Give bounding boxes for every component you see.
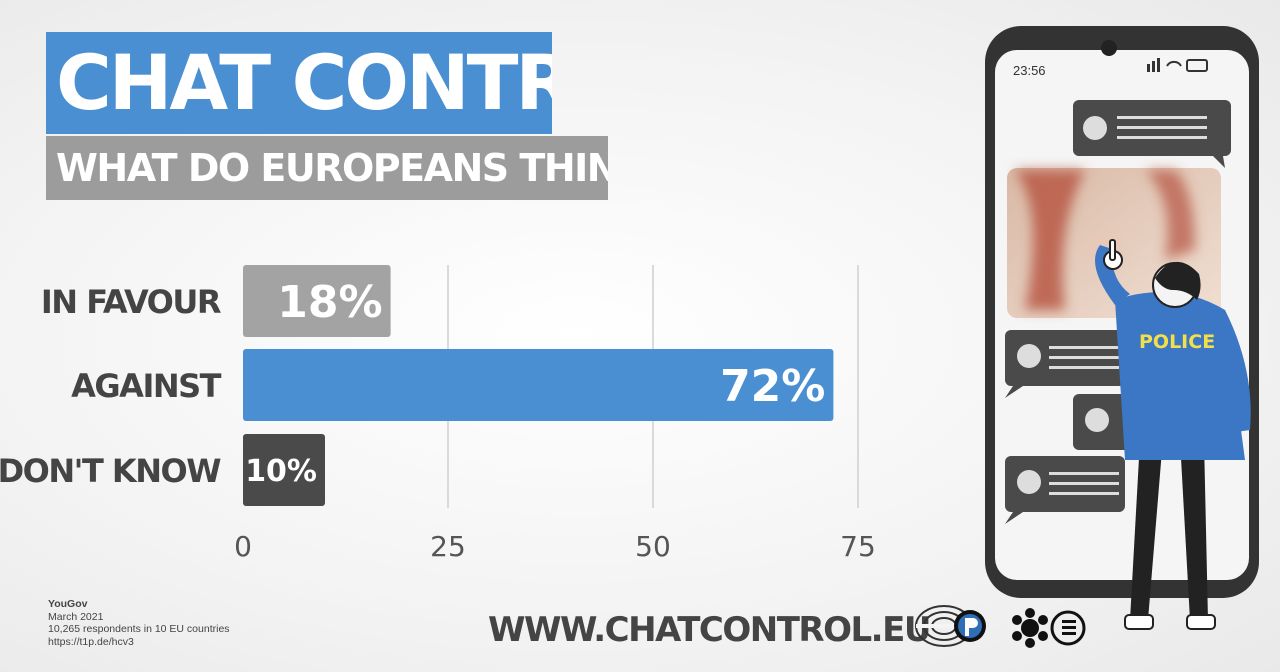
phone-illustration: 23:56 [985,26,1259,630]
x-tick-label: 25 [430,530,466,563]
bar [243,265,391,337]
chat-bubble [1005,330,1125,398]
category-label: AGAINST [71,367,222,405]
party-logos [915,605,1086,648]
bar-chart: 18% 72% 10% IN FAVOUR AGAINST DON'T KNOW 0 25… [0,265,876,563]
bar-value-label: 18% [277,277,382,328]
bar-value-label: 10% [245,454,317,489]
x-tick-label: 75 [840,530,876,563]
source-link[interactable]: https://t1p.de/hcv3 [48,635,134,648]
website-link[interactable]: WWW.CHATCONTROL.EU [488,610,931,650]
phone-time: 23:56 [1013,63,1046,78]
chat-bubble [1073,100,1231,168]
signal-icon [1147,58,1160,72]
bar [243,434,325,506]
page-title: CHAT CONTROL [46,32,552,134]
wifi-icon [1166,60,1182,67]
police-label: POLICE [1139,331,1215,353]
chat-bubble [1005,456,1125,524]
source-name: YouGov [48,598,88,610]
bar [243,349,834,421]
x-tick-label: 50 [635,530,671,563]
police-officer-figure: POLICE [1095,239,1251,630]
pirate-party-logo-icon [954,610,986,642]
battery-icon [1186,59,1208,72]
x-tick-label: 0 [234,530,252,563]
camera-notch-icon [1101,40,1117,56]
greens-efa-logo-icon [1012,608,1086,648]
source-date: March 2021 [48,610,104,623]
bar-value-label: 72% [720,361,825,412]
source-note: YouGov March 2021 10,265 respondents in … [48,598,230,648]
category-label: IN FAVOUR [41,283,221,321]
source-respondents: 10,265 respondents in 10 EU countries [48,623,230,635]
page-subtitle: WHAT DO EUROPEANS THINK? [46,136,608,200]
category-label: DON'T KNOW [0,452,221,490]
